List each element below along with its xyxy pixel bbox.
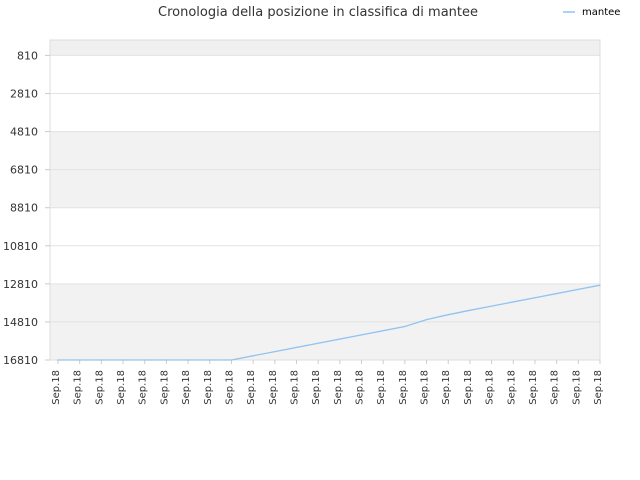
y-tick-label: 4810 — [10, 126, 38, 139]
data-point — [491, 305, 493, 307]
x-tick-label: Sep.18 — [246, 370, 257, 405]
x-tick-label: Sep.18 — [593, 370, 604, 405]
data-point — [230, 359, 233, 361]
x-axis: Sep.18 Sep.18 Sep.18 Sep.18 Sep.18 Sep.18 Sep.… — [51, 360, 604, 405]
plot-band — [50, 131, 600, 170]
legend: mantee — [563, 7, 620, 18]
plot-band — [50, 55, 600, 94]
data-point — [599, 284, 601, 286]
x-tick-label: Sep.18 — [51, 370, 62, 405]
y-axis: 810 2810 4810 6810 8810 10810 12810 14810 16810 — [3, 49, 50, 367]
data-point — [317, 342, 319, 344]
x-tick-label: Sep.18 — [311, 370, 322, 405]
x-tick-label: Sep.18 — [441, 370, 452, 405]
plot-band — [50, 93, 600, 132]
data-point — [187, 359, 189, 361]
x-tick-label: Sep.18 — [550, 370, 561, 405]
x-tick-label: Sep.18 — [116, 370, 127, 405]
chart-title: Cronologia della posizione in classifica… — [158, 5, 478, 20]
x-tick-label: Sep.18 — [571, 370, 582, 405]
x-tick-label: Sep.18 — [181, 370, 192, 405]
data-point — [79, 359, 81, 361]
x-tick-label: Sep.18 — [485, 370, 496, 405]
data-point — [534, 297, 536, 299]
x-tick-label: Sep.18 — [420, 370, 431, 405]
legend-label-mantee: mantee — [582, 7, 620, 18]
x-tick-label: Sep.18 — [94, 370, 105, 405]
data-point — [360, 334, 363, 336]
plot-band — [50, 207, 600, 246]
y-tick-label: 10810 — [3, 240, 38, 253]
y-tick-label: 16810 — [3, 354, 38, 367]
x-tick-label: Sep.18 — [506, 370, 517, 405]
data-point — [165, 359, 167, 361]
x-tick-label: Sep.18 — [376, 370, 387, 405]
y-tick-label: 14810 — [3, 316, 38, 329]
data-point — [577, 288, 579, 290]
data-point — [122, 359, 124, 361]
plot-band — [50, 321, 600, 360]
data-point — [295, 346, 298, 349]
series-layer — [57, 284, 601, 361]
data-point — [404, 325, 406, 328]
plot-frame — [49, 39, 601, 361]
data-point — [339, 338, 341, 340]
x-tick-label: Sep.18 — [159, 370, 170, 405]
x-tick-label: Sep.18 — [268, 370, 279, 405]
x-tick-label: Sep.18 — [528, 370, 539, 405]
x-tick-label: Sep.18 — [224, 370, 235, 405]
y-tick-label: 6810 — [10, 164, 38, 177]
data-point — [100, 359, 102, 361]
x-tick-label: Sep.18 — [289, 370, 300, 405]
x-tick-label: Sep.18 — [138, 370, 149, 405]
plot-band — [50, 283, 600, 322]
data-point — [469, 309, 471, 311]
x-tick-label: Sep.18 — [333, 370, 344, 405]
data-point — [252, 355, 254, 357]
data-point — [144, 359, 146, 361]
x-tick-label: Sep.18 — [73, 370, 84, 405]
data-point — [425, 319, 428, 321]
x-tick-label: Sep.18 — [203, 370, 214, 405]
y-tick-label: 2810 — [10, 87, 38, 100]
data-point — [556, 292, 558, 295]
y-tick-label: 12810 — [3, 278, 38, 291]
plot-band — [50, 245, 600, 284]
data-point — [512, 301, 514, 303]
data-point — [274, 351, 276, 353]
data-point — [57, 359, 59, 361]
plot-band — [50, 169, 600, 208]
y-tick-label: 8810 — [10, 202, 38, 215]
x-tick-label: Sep.18 — [463, 370, 474, 405]
x-tick-label: Sep.18 — [398, 370, 409, 405]
data-point — [447, 314, 449, 316]
x-tick-label: Sep.18 — [355, 370, 366, 405]
plot-bands — [50, 40, 600, 360]
data-point — [382, 330, 384, 332]
data-point — [209, 359, 211, 361]
y-tick-label: 810 — [17, 49, 38, 62]
plot-band — [50, 40, 600, 56]
series-line-mantee — [58, 284, 601, 361]
